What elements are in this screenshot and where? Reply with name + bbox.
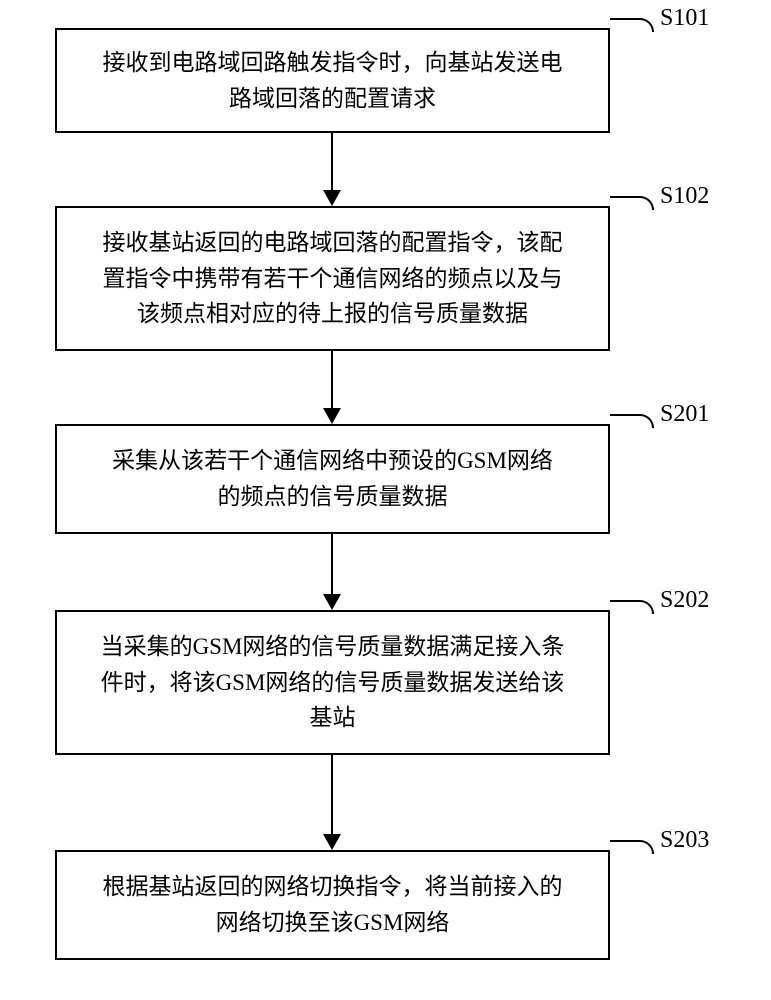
arrow-head-icon xyxy=(323,834,341,850)
step-text: 接收到电路域回路触发指令时，向基站发送电 路域回落的配置请求 xyxy=(103,45,563,116)
step-text: 接收基站返回的电路域回落的配置指令，该配 置指令中携带有若干个通信网络的频点以及… xyxy=(103,225,563,332)
leader-s202 xyxy=(610,600,654,614)
step-label-s201: S201 xyxy=(660,401,709,428)
step-box-s102: 接收基站返回的电路域回落的配置指令，该配 置指令中携带有若干个通信网络的频点以及… xyxy=(55,206,610,351)
step-label-s101: S101 xyxy=(660,5,709,32)
step-box-s203: 根据基站返回的网络切换指令，将当前接入的 网络切换至该GSM网络 xyxy=(55,850,610,960)
step-text: 根据基站返回的网络切换指令，将当前接入的 网络切换至该GSM网络 xyxy=(103,869,563,940)
leader-s101 xyxy=(610,18,654,32)
step-label-s202: S202 xyxy=(660,587,709,614)
arrow-line xyxy=(331,351,333,408)
leader-s203 xyxy=(610,840,654,854)
arrow-line xyxy=(331,133,333,190)
step-box-s201: 采集从该若干个通信网络中预设的GSM网络 的频点的信号质量数据 xyxy=(55,424,610,534)
step-text: 采集从该若干个通信网络中预设的GSM网络 的频点的信号质量数据 xyxy=(112,443,553,514)
leader-s201 xyxy=(610,414,654,428)
step-box-s101: 接收到电路域回路触发指令时，向基站发送电 路域回落的配置请求 xyxy=(55,28,610,133)
leader-s102 xyxy=(610,196,654,210)
arrow-line xyxy=(331,755,333,834)
step-box-s202: 当采集的GSM网络的信号质量数据满足接入条 件时，将该GSM网络的信号质量数据发… xyxy=(55,610,610,755)
step-label-s203: S203 xyxy=(660,827,709,854)
arrow-line xyxy=(331,534,333,594)
arrow-head-icon xyxy=(323,594,341,610)
step-label-s102: S102 xyxy=(660,183,709,210)
step-text: 当采集的GSM网络的信号质量数据满足接入条 件时，将该GSM网络的信号质量数据发… xyxy=(101,629,565,736)
arrow-head-icon xyxy=(323,408,341,424)
arrow-head-icon xyxy=(323,190,341,206)
flowchart-canvas: 接收到电路域回路触发指令时，向基站发送电 路域回落的配置请求 S101 接收基站… xyxy=(0,0,771,1000)
